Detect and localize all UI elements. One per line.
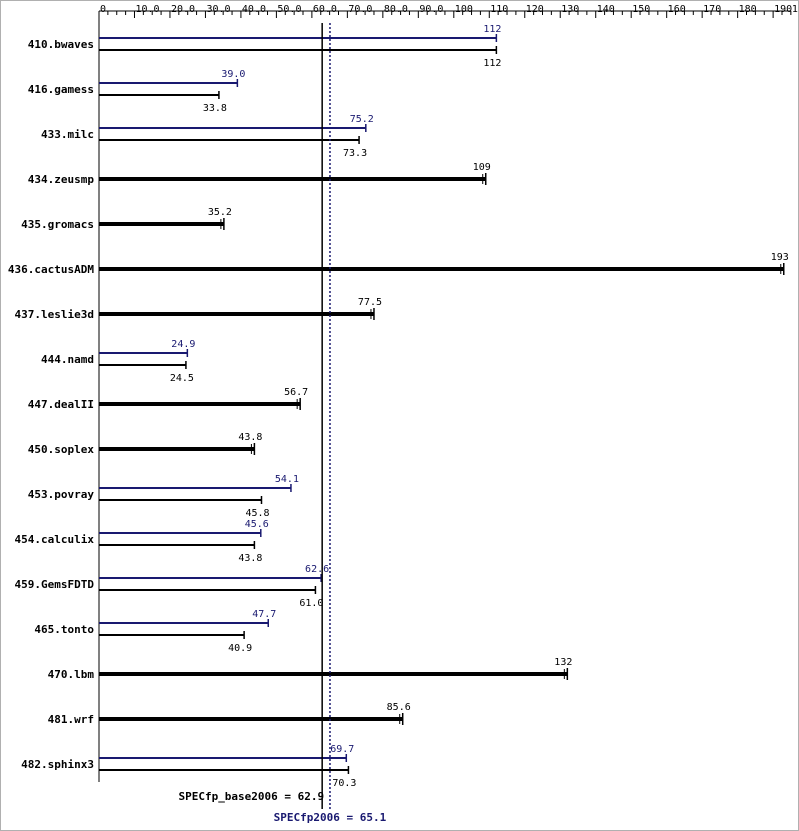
- category-label: 447.dealII: [28, 398, 94, 411]
- base-value-label: 109: [473, 162, 491, 173]
- category-label: 410.bwaves: [28, 38, 94, 51]
- base-bar: [99, 672, 568, 676]
- base-reference-label: SPECfp_base2006 = 62.9: [178, 790, 324, 803]
- base-bar: [99, 402, 301, 406]
- base-value-label: 77.5: [358, 297, 382, 308]
- x-tick-label: 40.0: [242, 4, 266, 15]
- base-value-label: 40.9: [228, 643, 252, 654]
- x-tick-label: 10.0: [135, 4, 159, 15]
- category-label: 482.sphinx3: [21, 758, 94, 771]
- peak-value-label: 54.1: [275, 474, 299, 485]
- base-value-label: 35.2: [208, 207, 232, 218]
- category-label: 465.tonto: [34, 623, 94, 636]
- base-value-label: 73.3: [343, 148, 367, 159]
- x-tick-label: 100: [455, 4, 473, 15]
- peak-value-label: 62.6: [305, 564, 329, 575]
- peak-value-label: 24.9: [171, 339, 195, 350]
- base-value-label: 43.8: [238, 553, 262, 564]
- category-label: 450.soplex: [28, 443, 95, 456]
- x-tick-label: 150: [632, 4, 650, 15]
- category-label: 437.leslie3d: [15, 308, 94, 321]
- x-tick-label: 140: [597, 4, 615, 15]
- x-tick-label: 70.0: [348, 4, 372, 15]
- base-bar: [99, 447, 255, 451]
- base-value-label: 56.7: [284, 387, 308, 398]
- x-tick-label: 180: [739, 4, 757, 15]
- category-label: 436.cactusADM: [8, 263, 94, 276]
- base-bar: [99, 717, 403, 721]
- x-tick-label: 190: [774, 4, 792, 15]
- base-value-label: 45.8: [245, 508, 269, 519]
- category-label: 434.zeusmp: [28, 173, 95, 186]
- x-tick-label: 50.0: [277, 4, 301, 15]
- base-value-label: 70.3: [332, 778, 356, 789]
- peak-value-label: 69.7: [330, 744, 354, 755]
- category-label: 470.lbm: [48, 668, 95, 681]
- base-value-label: 43.8: [238, 432, 262, 443]
- x-tick-label: 80.0: [384, 4, 408, 15]
- base-value-label: 24.5: [170, 373, 194, 384]
- base-value-label: 85.6: [387, 702, 411, 713]
- peak-reference-label: SPECfp2006 = 65.1: [274, 811, 387, 824]
- base-value-label: 112: [483, 58, 501, 69]
- x-tick-label: 60.0: [313, 4, 337, 15]
- category-label: 433.milc: [41, 128, 94, 141]
- base-bar: [99, 312, 374, 316]
- category-label: 435.gromacs: [21, 218, 94, 231]
- base-value-label: 61.0: [299, 598, 323, 609]
- peak-value-label: 112: [483, 24, 501, 35]
- base-bar: [99, 267, 784, 271]
- peak-value-label: 45.6: [245, 519, 269, 530]
- x-tick-label: 120: [526, 4, 544, 15]
- base-value-label: 132: [554, 657, 572, 668]
- base-value-label: 193: [771, 252, 789, 263]
- x-tick-label: 160: [668, 4, 686, 15]
- x-tick-label: 0: [100, 4, 106, 15]
- x-tick-label: 195: [792, 4, 798, 15]
- peak-value-label: 75.2: [350, 114, 374, 125]
- base-bar: [99, 222, 224, 226]
- category-label: 416.gamess: [28, 83, 94, 96]
- base-value-label: 33.8: [203, 103, 227, 114]
- category-label: 453.povray: [28, 488, 95, 501]
- x-tick-label: 30.0: [206, 4, 230, 15]
- category-label: 454.calculix: [15, 533, 95, 546]
- x-tick-label: 20.0: [171, 4, 195, 15]
- x-tick-label: 90.0: [419, 4, 443, 15]
- peak-value-label: 47.7: [252, 609, 276, 620]
- category-label: 444.namd: [41, 353, 94, 366]
- peak-value-label: 39.0: [221, 69, 245, 80]
- x-tick-label: 170: [703, 4, 721, 15]
- base-bar: [99, 177, 486, 181]
- category-label: 459.GemsFDTD: [15, 578, 95, 591]
- x-tick-label: 130: [561, 4, 579, 15]
- x-tick-label: 110: [490, 4, 508, 15]
- category-label: 481.wrf: [48, 713, 94, 726]
